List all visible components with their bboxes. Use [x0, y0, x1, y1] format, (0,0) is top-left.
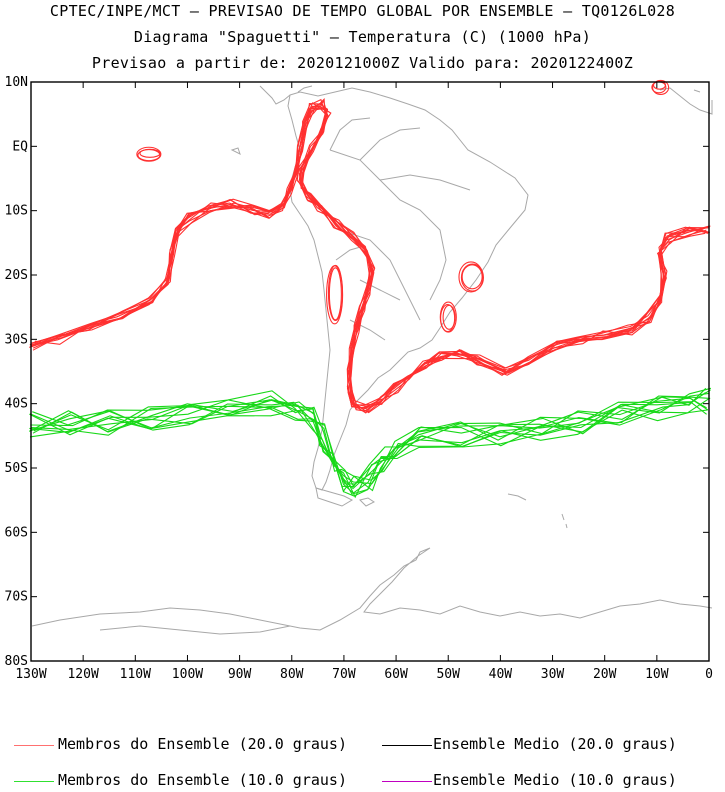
title-line-2: Diagrama "Spaguetti" – Temperatura (C) (…: [133, 28, 592, 46]
lat-label: EQ: [12, 139, 28, 154]
member-20deg-line: [29, 107, 706, 414]
member-10deg-line: [29, 392, 706, 499]
member-20deg-line: [30, 99, 710, 409]
legend-swatch-mean-20: [382, 745, 432, 746]
lon-label: 10W: [645, 667, 669, 682]
member-10deg-line: [30, 387, 712, 495]
member-20deg-line: [31, 105, 709, 413]
lon-label: 20W: [593, 667, 617, 682]
south-georgia-coastline: [507, 493, 527, 501]
galapagos-islands: [230, 147, 241, 155]
member-20deg-line: [34, 98, 710, 409]
member-20deg-line: [32, 103, 709, 412]
legend-swatch-members-10: [14, 781, 54, 782]
lat-label: 50S: [5, 461, 28, 476]
member-20deg-closed-contour: [136, 146, 162, 162]
legend-label-mean-10: Ensemble Medio (10.0 graus): [433, 771, 677, 789]
africa-coastline: [659, 87, 713, 115]
ensemble-20deg-members: [29, 79, 711, 414]
lon-label: 120W: [67, 667, 98, 682]
member-10deg-line: [30, 392, 710, 485]
antarctica-coastline: [31, 547, 713, 631]
legend-label-members-10: Membros do Ensemble (10.0 graus): [58, 771, 347, 789]
legend-swatch-mean-10: [382, 781, 432, 782]
lon-label: 60W: [384, 667, 408, 682]
lon-label: 50W: [436, 667, 460, 682]
coastline-layer: [31, 85, 713, 635]
tierra-del-fuego-coastline: [315, 487, 354, 507]
member-20deg-line: [33, 102, 711, 414]
antarctica-ice-shelf: [99, 625, 291, 635]
lon-label: 110W: [120, 667, 151, 682]
member-20deg-closed-contour: [137, 149, 161, 162]
member-20deg-closed-contour: [458, 261, 484, 293]
lat-label: 60S: [5, 525, 28, 540]
country-borders: [329, 117, 471, 341]
lon-label: 40W: [489, 667, 513, 682]
title-line-3: Previsao a partir de: 2020121000Z Valido…: [91, 54, 634, 72]
member-20deg-line: [29, 98, 710, 406]
member-10deg-line: [29, 399, 707, 497]
lat-label: 30S: [5, 332, 28, 347]
lon-label: 30W: [541, 667, 565, 682]
lon-label: 90W: [228, 667, 252, 682]
lat-label: 70S: [5, 590, 28, 605]
member-20deg-closed-contour: [326, 265, 344, 325]
legend-swatch-members-20: [14, 745, 54, 746]
member-20deg-closed-contour: [328, 267, 342, 321]
member-20deg-line: [33, 103, 709, 409]
map-frame: [30, 81, 710, 662]
legend-label-members-20: Membros do Ensemble (20.0 graus): [58, 735, 347, 753]
lat-label: 80S: [5, 654, 28, 669]
member-20deg-line: [31, 105, 709, 406]
lon-label: 100W: [172, 667, 203, 682]
longitude-labels: 130W 120W 110W 100W 90W 80W 70W 60W 50W 40W 30W 20W…: [15, 667, 713, 682]
member-10deg-line: [29, 398, 710, 490]
central-america-coastline: [259, 85, 313, 105]
title-line-1: CPTEC/INPE/MCT – PREVISAO DE TEMPO GLOBA…: [49, 2, 676, 20]
ensemble-10deg-members: [28, 387, 712, 499]
lon-label: 130W: [15, 667, 46, 682]
south-america-coastline: [287, 87, 529, 491]
member-20deg-closed-contour: [461, 264, 483, 290]
lon-label: 0: [705, 667, 713, 682]
lat-label: 10S: [5, 204, 28, 219]
falklands-coastline: [359, 497, 375, 507]
sandwich-islands: [561, 513, 568, 529]
lon-label: 70W: [332, 667, 356, 682]
lon-label: 80W: [280, 667, 304, 682]
axis-ticks: [30, 81, 710, 662]
lat-label: 20S: [5, 268, 28, 283]
lat-label: 40S: [5, 397, 28, 412]
member-20deg-closed-contour: [652, 79, 670, 96]
member-10deg-line: [31, 390, 708, 487]
member-20deg-closed-contour: [439, 301, 457, 333]
latitude-labels: 10N EQ 10S 20S 30S 40S 50S 60S 70S 80S: [5, 75, 29, 669]
lat-label: 10N: [5, 75, 28, 90]
legend-label-mean-20: Ensemble Medio (20.0 graus): [433, 735, 677, 753]
